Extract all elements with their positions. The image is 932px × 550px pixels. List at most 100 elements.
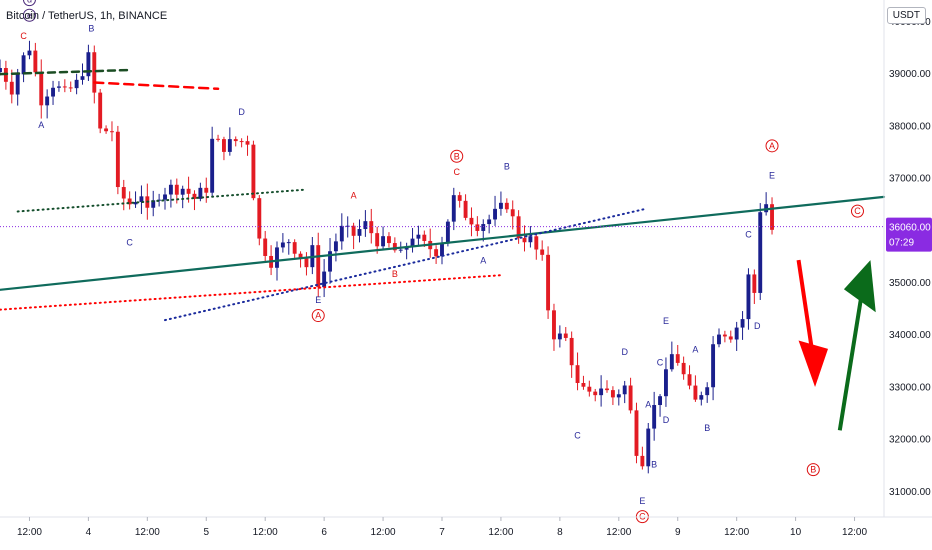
- wave-label: D: [621, 347, 628, 357]
- candle-body: [652, 405, 657, 429]
- candle-body: [705, 387, 710, 396]
- candle-body: [475, 224, 480, 231]
- candle-body: [693, 385, 698, 400]
- candle-body: [634, 410, 639, 456]
- y-tick-label: 39000.00: [889, 69, 931, 80]
- candle-body: [546, 254, 551, 311]
- candle-body: [717, 334, 721, 345]
- candle-body: [487, 219, 492, 225]
- wave-label: C: [854, 206, 861, 216]
- wave-labels: deCBADCABEABCBACDECAADBBECDCEACB: [20, 0, 864, 524]
- candle-body: [98, 92, 103, 129]
- red-arrow-head: [798, 340, 829, 387]
- candle-body: [115, 131, 120, 188]
- candle-body: [451, 195, 456, 222]
- candle-body: [351, 225, 356, 236]
- x-tick-label: 12:00: [488, 527, 513, 538]
- candle-body: [86, 52, 91, 77]
- y-tick-label: 35000.00: [889, 278, 931, 289]
- candle-body: [392, 243, 397, 251]
- wave-label-circle: [22, 8, 36, 22]
- candle-body: [758, 212, 763, 293]
- candle-body: [121, 187, 126, 199]
- candle-body: [722, 334, 727, 337]
- wave-label: d: [27, 0, 32, 5]
- x-tick-label: 12:00: [606, 527, 631, 538]
- candle-body: [404, 246, 409, 250]
- candle-body: [363, 221, 368, 230]
- candle-body: [575, 365, 580, 383]
- candle-body: [357, 229, 362, 236]
- candle-body: [56, 86, 61, 88]
- green-arrow-shaft: [837, 290, 865, 431]
- candle-body: [569, 337, 574, 366]
- y-tick-label: 31000.00: [889, 487, 931, 498]
- candle-body: [664, 369, 668, 397]
- wave-label: D: [238, 107, 245, 117]
- y-tick-label: 37000.00: [889, 174, 931, 185]
- candle-body: [345, 225, 350, 227]
- candle-body: [369, 221, 374, 234]
- candle-body: [616, 394, 621, 398]
- wave-label: A: [692, 345, 698, 355]
- candle-body: [587, 386, 592, 392]
- candle-body: [74, 79, 79, 89]
- candle-body: [62, 86, 67, 88]
- dotted-green-line: [16, 188, 308, 213]
- candle-body: [734, 327, 739, 340]
- candle-body: [746, 274, 751, 320]
- candle-body: [198, 187, 203, 199]
- candle-body: [522, 238, 527, 243]
- candle-body: [387, 236, 391, 244]
- currency-unit-button[interactable]: USDT: [886, 7, 926, 24]
- candle-body: [593, 391, 598, 396]
- candle-body: [540, 249, 545, 255]
- candle-body: [410, 238, 415, 247]
- y-tick-label: 32000.00: [889, 435, 931, 446]
- candle-body: [752, 274, 757, 293]
- candle-body: [127, 198, 132, 205]
- x-tick-label: 12:00: [17, 527, 42, 538]
- wave-label: C: [574, 431, 581, 441]
- wave-label-circle: [311, 309, 325, 323]
- candle-body: [498, 202, 503, 209]
- candle-body: [21, 55, 26, 75]
- candle-body: [292, 242, 297, 254]
- candle-body: [275, 247, 279, 268]
- wave-label: E: [663, 316, 669, 326]
- candle-body: [563, 333, 568, 338]
- candle-body: [133, 202, 138, 205]
- candle-body: [322, 271, 327, 288]
- candle-body: [263, 238, 268, 256]
- wave-label: B: [392, 269, 398, 279]
- wave-label: A: [351, 190, 357, 200]
- wave-label: A: [645, 399, 651, 409]
- wave-label-circle: [765, 139, 779, 153]
- candle-body: [740, 319, 745, 328]
- candle-body: [534, 236, 539, 250]
- wave-label: A: [315, 311, 321, 321]
- wave-label: C: [657, 358, 664, 368]
- candle-body: [463, 200, 468, 218]
- candle-body: [227, 139, 232, 152]
- candle-body: [174, 184, 179, 195]
- candle-body: [646, 428, 651, 467]
- candle-body: [233, 139, 238, 142]
- candle-body: [163, 194, 167, 200]
- candle-body: [528, 236, 533, 243]
- candle-body: [557, 333, 562, 340]
- x-tick-label: 9: [675, 527, 681, 538]
- candle-body: [210, 138, 215, 193]
- candle-body: [681, 362, 686, 375]
- x-tick-label: 6: [321, 527, 327, 538]
- candle-body: [168, 184, 173, 195]
- wave-label: A: [769, 141, 775, 151]
- wave-label: B: [504, 162, 510, 172]
- x-tick-label: 12:00: [135, 527, 160, 538]
- candle-body: [251, 144, 256, 199]
- candle-body: [481, 224, 486, 231]
- candle-body: [298, 253, 303, 259]
- candle-body: [599, 388, 604, 396]
- wave-label: B: [810, 465, 816, 475]
